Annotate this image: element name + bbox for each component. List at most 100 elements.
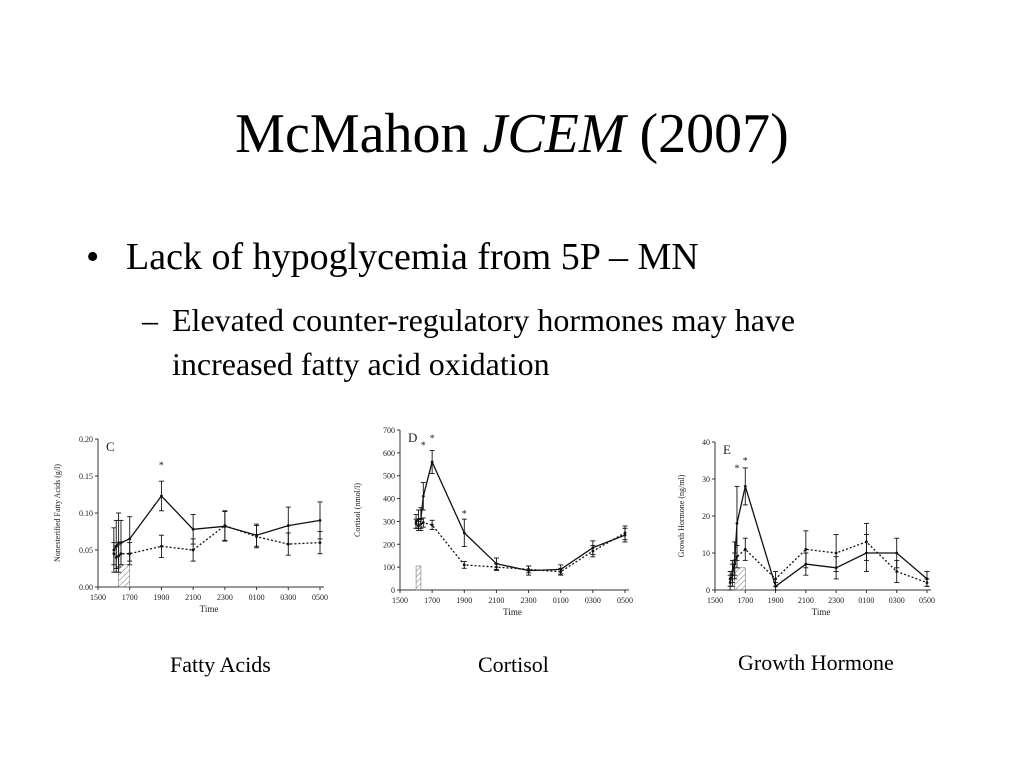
data-point <box>462 531 466 535</box>
y-tick-label: 0.00 <box>79 583 93 592</box>
data-point <box>117 554 121 558</box>
sub-bullet-text: Elevated counter-regulatory hormones may… <box>172 302 796 382</box>
data-point <box>834 551 838 555</box>
significance-asterisk: * <box>430 433 435 444</box>
y-axis-label: Growth Hormone (ng/ml) <box>677 474 686 557</box>
growth-hormone-chart: 0 10 20 30 40 1500 1700 1900 2100 2300 0100 0300 050… <box>677 438 935 617</box>
shaded-interval <box>118 564 131 588</box>
x-tick-label: 0100 <box>249 593 265 602</box>
significance-asterisk: * <box>421 440 426 451</box>
data-point <box>527 568 530 571</box>
data-point <box>160 494 163 498</box>
data-point <box>119 552 123 556</box>
data-point <box>895 551 899 555</box>
x-axis-label: Time <box>200 604 219 614</box>
data-point <box>623 531 627 535</box>
bullet-text: Lack of hypoglycemia from 5P – MN <box>126 236 699 278</box>
y-tick-label: 0.15 <box>79 472 93 481</box>
data-point <box>112 552 116 556</box>
y-tick-label: 20 <box>702 512 710 521</box>
x-tick-label: 0100 <box>858 596 874 605</box>
data-point <box>286 524 290 527</box>
x-tick-label: 1900 <box>768 596 784 605</box>
significance-asterisk: * <box>462 509 467 520</box>
data-point <box>743 485 747 488</box>
x-tick-label: 2300 <box>217 593 233 602</box>
x-tick-label: 2300 <box>521 596 537 605</box>
data-point <box>559 570 563 574</box>
x-axis-label: Time <box>503 607 522 617</box>
data-point <box>128 552 132 556</box>
data-point <box>743 547 747 551</box>
x-tick-label: 1700 <box>122 593 138 602</box>
x-tick-label: 2100 <box>185 593 201 602</box>
data-point <box>421 521 425 524</box>
series-line-solid <box>113 494 321 551</box>
caption-cortisol: Cortisol <box>478 652 549 677</box>
y-tick-label: 0.20 <box>79 435 93 444</box>
x-tick-label: 0500 <box>617 596 633 605</box>
y-tick-label: 100 <box>383 563 395 572</box>
data-point <box>865 540 868 544</box>
y-axis-label: Nonesterified Fatty Acids (g/l) <box>53 464 62 562</box>
panel-label: D <box>408 430 417 445</box>
slide-title-year: (2007) <box>625 103 789 165</box>
data-point <box>895 570 899 573</box>
data-point <box>430 460 434 464</box>
data-point <box>223 524 227 527</box>
significance-asterisk: * <box>734 464 739 475</box>
data-point <box>255 535 258 539</box>
slide-title-author: McMahon <box>235 103 483 165</box>
data-point <box>495 565 498 569</box>
sub-bullet-dash: – <box>142 302 158 338</box>
x-tick-label: 0500 <box>919 596 935 605</box>
y-tick-label: 30 <box>702 475 710 484</box>
panel-label: E <box>723 442 731 457</box>
fatty-acids-chart: 0.00 0.05 0.10 0.15 0.20 1500 1700 1900 2100 2300… <box>53 435 328 614</box>
x-tick-label: 2300 <box>828 596 844 605</box>
panel-label: C <box>106 439 115 454</box>
data-point <box>430 523 434 527</box>
y-tick-label: 300 <box>383 517 395 526</box>
x-tick-label: 0500 <box>312 593 328 602</box>
data-point <box>804 547 808 551</box>
data-point <box>191 548 195 552</box>
data-point <box>318 541 322 544</box>
data-point <box>419 522 423 526</box>
data-point <box>286 542 290 546</box>
x-tick-label: 0300 <box>585 596 601 605</box>
data-point <box>728 577 732 581</box>
y-tick-label: 700 <box>383 426 395 435</box>
data-point <box>733 562 737 566</box>
data-point <box>160 544 163 548</box>
data-point <box>114 556 118 559</box>
significance-asterisk: * <box>743 456 748 467</box>
y-tick-label: 40 <box>702 438 710 447</box>
data-point <box>414 522 418 526</box>
series-line-dotted <box>113 524 321 559</box>
x-tick-label: 0100 <box>553 596 569 605</box>
y-tick-label: 0 <box>706 586 710 595</box>
y-tick-label: 0.10 <box>79 509 93 518</box>
x-tick-label: 0300 <box>889 596 905 605</box>
y-axis-label: Cortisol (nmol/l) <box>353 483 362 537</box>
x-tick-label: 1900 <box>456 596 472 605</box>
x-tick-label: 2100 <box>798 596 814 605</box>
x-tick-label: 0300 <box>280 593 296 602</box>
data-point <box>318 519 322 522</box>
data-point <box>417 524 420 528</box>
x-tick-label: 1700 <box>737 596 753 605</box>
shaded-interval <box>415 565 422 591</box>
y-tick-label: 10 <box>702 549 710 558</box>
caption-growth-hormone: Growth Hormone <box>738 650 894 675</box>
data-point <box>191 527 195 531</box>
x-axis-label: Time <box>812 607 831 617</box>
x-tick-label: 1500 <box>90 593 106 602</box>
slide-title: McMahon JCEM (2007) <box>0 100 1024 168</box>
y-tick-label: 400 <box>383 495 395 504</box>
series-line-dotted <box>729 541 928 584</box>
x-tick-label: 1900 <box>153 593 169 602</box>
y-tick-label: 500 <box>383 472 395 481</box>
y-tick-label: 600 <box>383 449 395 458</box>
